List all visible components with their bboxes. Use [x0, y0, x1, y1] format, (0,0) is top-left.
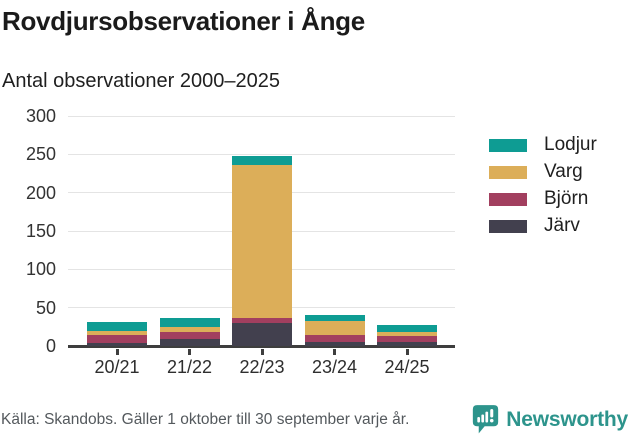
legend-label-lodjur: Lodjur	[544, 134, 597, 155]
gridline-250	[68, 153, 455, 155]
source-note: Källa: Skandobs. Gäller 1 oktober till 3…	[1, 411, 410, 428]
x-tick-label-21-22: 21/22	[166, 357, 213, 377]
y-tick-label-0: 0	[45, 336, 56, 356]
bar-segment-bj-rn-23-24	[304, 335, 365, 343]
x-axis-line	[68, 345, 455, 348]
y-tick-label-150: 150	[25, 221, 56, 241]
bar-segment-j-rv-20-21	[87, 342, 147, 346]
legend-swatch-varg	[489, 165, 527, 179]
bar-segment-j-rv-23-24	[304, 342, 365, 346]
bar-segment-lodjur-21-22	[159, 317, 220, 327]
bar-segment-j-rv-21-22	[159, 339, 220, 346]
legend-item-varg: Varg	[489, 161, 597, 183]
x-tick-label-20-21: 20/21	[94, 357, 140, 377]
y-tick-label-50: 50	[35, 297, 56, 318]
bar-segment-j-rv-22-23	[232, 323, 292, 346]
bar-segment-varg-21-22	[159, 326, 220, 333]
chart-subtitle: Antal observationer 2000–2025	[2, 70, 280, 92]
x-axis-tick-24-25	[405, 349, 409, 355]
newsworthy-logo-icon	[473, 405, 499, 434]
x-tick-label-23-24: 23/24	[311, 357, 358, 377]
chart-title: Rovdjursobservationer i Ånge	[2, 6, 365, 36]
legend-item-bj-rn: Björn	[489, 188, 597, 210]
bar-segment-varg-20-21	[87, 331, 147, 336]
bar-segment-varg-23-24	[304, 321, 365, 336]
bar-20-21	[87, 116, 147, 346]
legend-item-j-rv: Järv	[489, 215, 597, 237]
legend: Lodjur Varg Björn Järv	[489, 134, 597, 242]
bar-segment-bj-rn-20-21	[87, 335, 147, 343]
bar-segment-lodjur-22-23	[232, 155, 292, 166]
bar-segment-bj-rn-21-22	[159, 332, 220, 340]
bar-23-24	[304, 116, 365, 346]
bar-segment-varg-24-25	[377, 332, 437, 337]
newsworthy-logo-text: Newsworthy	[506, 407, 628, 431]
x-tick-label-24-25: 24/25	[384, 357, 430, 377]
bar-22-23	[232, 116, 292, 346]
bar-segment-lodjur-23-24	[304, 315, 365, 322]
bar-24-25	[377, 116, 437, 346]
y-tick-label-250: 250	[25, 144, 56, 165]
gridline-300	[68, 115, 455, 117]
bar-segment-lodjur-20-21	[87, 322, 147, 332]
plot-area	[68, 115, 455, 355]
legend-label-varg: Varg	[544, 161, 583, 182]
bar-segment-varg-22-23	[232, 165, 292, 319]
legend-swatch-bj-rn	[489, 192, 527, 206]
bar-segment-bj-rn-22-23	[232, 318, 292, 323]
legend-label-j-rv: Järv	[544, 215, 580, 236]
newsworthy-logo: Newsworthy	[472, 404, 628, 435]
y-tick-label-300: 300	[25, 106, 56, 126]
x-axis-tick-21-22	[188, 349, 191, 355]
bar-21-22	[159, 116, 220, 346]
x-axis-tick-20-21	[115, 349, 119, 355]
bar-segment-j-rv-24-25	[377, 342, 437, 346]
legend-swatch-j-rv	[489, 219, 527, 233]
x-tick-label-22-23: 22/23	[239, 357, 285, 377]
legend-item-lodjur: Lodjur	[489, 134, 597, 156]
legend-swatch-lodjur	[489, 138, 527, 152]
x-axis-tick-23-24	[333, 349, 336, 355]
x-axis-tick-22-23	[260, 349, 264, 355]
y-tick-label-200: 200	[25, 182, 56, 203]
y-tick-label-100: 100	[25, 259, 56, 280]
bar-segment-lodjur-24-25	[377, 324, 437, 333]
legend-label-bj-rn: Björn	[544, 188, 589, 209]
bar-segment-bj-rn-24-25	[377, 336, 437, 343]
